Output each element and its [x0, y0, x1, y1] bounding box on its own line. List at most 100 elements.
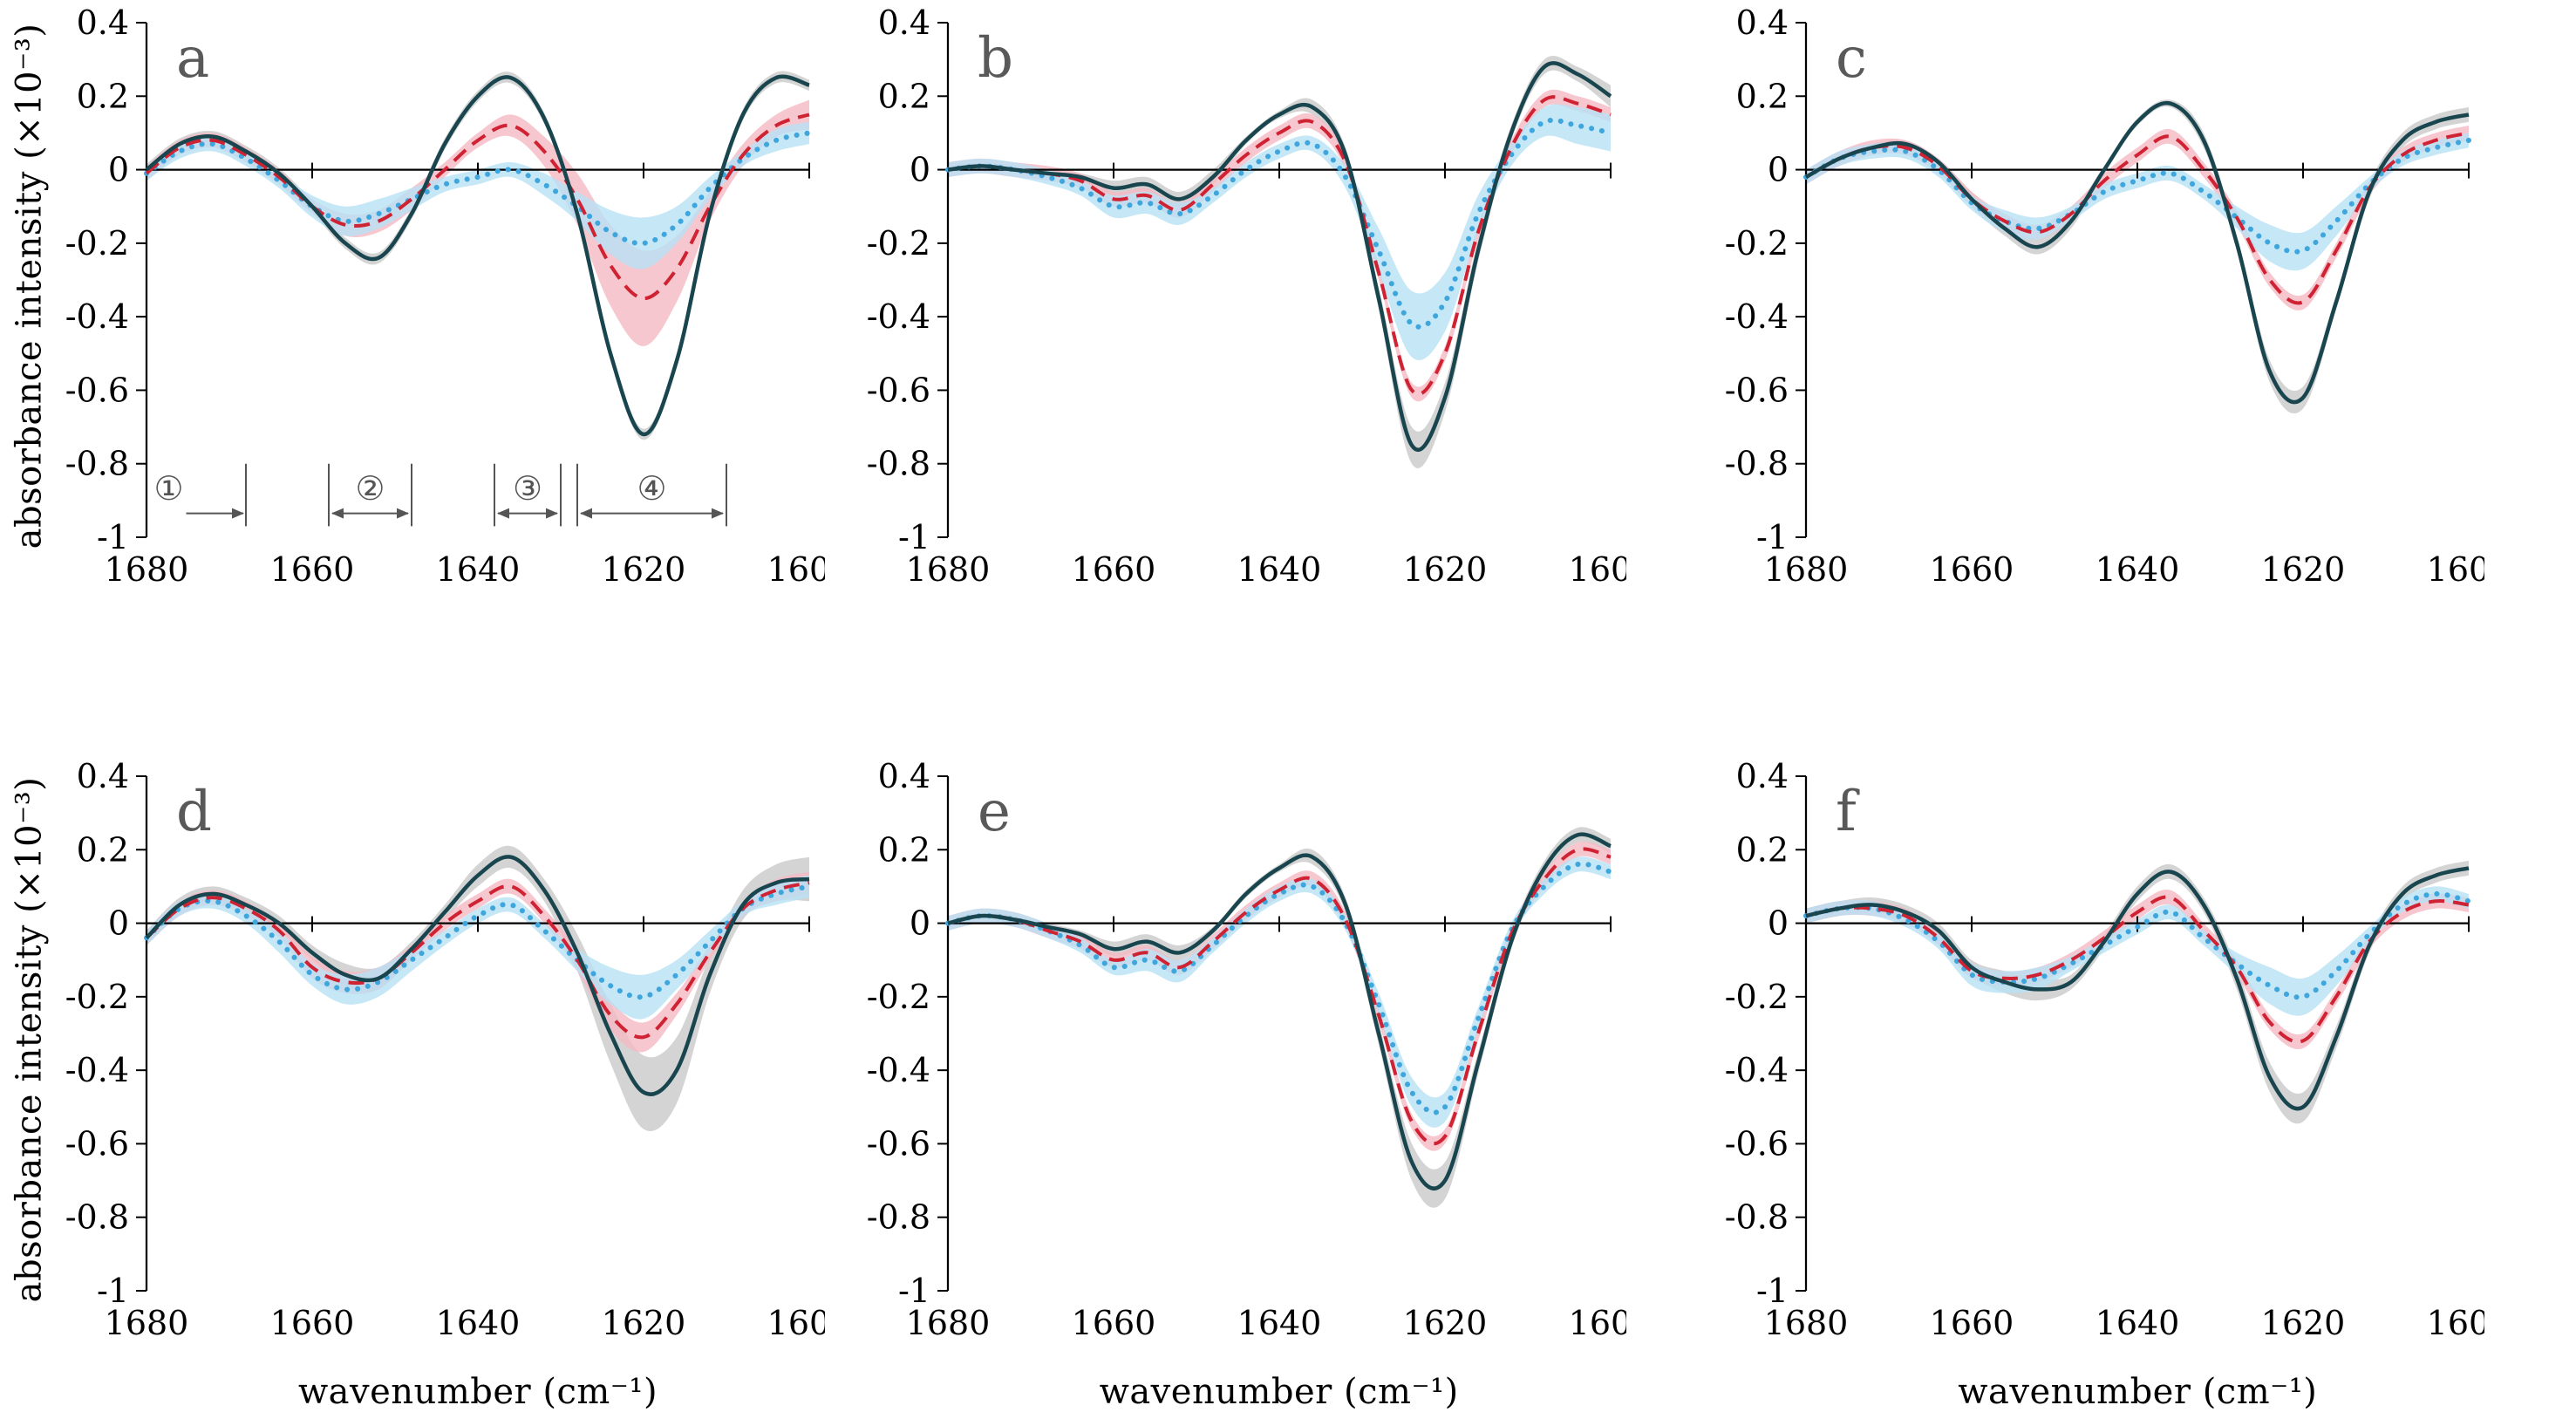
svg-text:1640: 1640 [436, 550, 521, 589]
svg-text:1660: 1660 [1071, 1304, 1155, 1342]
svg-text:-1: -1 [97, 518, 129, 556]
svg-text:0: 0 [108, 151, 129, 189]
svg-text:b: b [978, 26, 1013, 91]
svg-text:0: 0 [909, 904, 930, 943]
svg-text:0: 0 [108, 904, 129, 943]
svg-text:-0.8: -0.8 [1725, 1198, 1789, 1237]
svg-text:-1: -1 [898, 518, 930, 556]
svg-text:-0.4: -0.4 [65, 297, 129, 336]
y-axis-title-text: absorbance intensity (×10⁻³) [9, 776, 50, 1303]
svg-text:-1: -1 [1756, 1272, 1789, 1310]
svg-text:-0.6: -0.6 [866, 1124, 930, 1163]
x-axis-title: wavenumber (cm⁻¹) [297, 1372, 658, 1412]
svg-text:1620: 1620 [1402, 1304, 1487, 1342]
y-axis-title: absorbance intensity (×10⁻³) [0, 7, 58, 565]
svg-text:-1: -1 [898, 1272, 930, 1310]
svg-text:f: f [1836, 780, 1860, 844]
plot-area-c: 0.4 0.2 0 -0.2 -0.4 -0.6 -0.8 -1 1680 1660 1640 162… [1717, 7, 2484, 622]
svg-text:-0.6: -0.6 [65, 371, 129, 409]
svg-text:-0.4: -0.4 [866, 297, 930, 336]
svg-text:1600: 1600 [767, 550, 825, 589]
svg-text:e: e [978, 780, 1011, 844]
svg-text:-0.6: -0.6 [1725, 371, 1789, 409]
svg-text:0: 0 [1768, 151, 1789, 189]
x-axis-title: wavenumber (cm⁻¹) [1099, 1372, 1459, 1412]
svg-text:-0.4: -0.4 [1725, 297, 1789, 336]
svg-text:③: ③ [513, 469, 542, 508]
svg-text:0.2: 0.2 [77, 830, 129, 869]
plot-area-a: 0.4 0.2 0 -0.2 -0.4 -0.6 -0.8 -1 1680 1660 1640 162… [58, 7, 825, 622]
svg-text:-0.6: -0.6 [866, 371, 930, 409]
plot-area-d: 0.4 0.2 0 -0.2 -0.4 -0.6 -0.8 -1 1680 1660 1640 162… [58, 761, 825, 1412]
svg-text:0.4: 0.4 [77, 761, 129, 795]
svg-text:1600: 1600 [2427, 550, 2484, 589]
svg-text:-0.4: -0.4 [866, 1051, 930, 1089]
panel-e: 0.4 0.2 0 -0.2 -0.4 -0.6 -0.8 -1 1680 1660 1640 162… [859, 705, 1718, 1412]
svg-text:-0.4: -0.4 [65, 1051, 129, 1089]
svg-text:-0.6: -0.6 [1725, 1124, 1789, 1163]
svg-text:-0.2: -0.2 [1725, 224, 1789, 263]
panel-a: absorbance intensity (×10⁻³) 0.4 0.2 0 -0.2… [0, 0, 859, 705]
svg-text:-0.4: -0.4 [1725, 1051, 1789, 1089]
svg-text:0: 0 [1768, 904, 1789, 943]
svg-text:-0.2: -0.2 [866, 978, 930, 1016]
svg-text:1600: 1600 [767, 1304, 825, 1342]
svg-text:1600: 1600 [2427, 1304, 2484, 1342]
plot-area-f: 0.4 0.2 0 -0.2 -0.4 -0.6 -0.8 -1 1680 1660 1640 162… [1717, 761, 2484, 1412]
svg-text:0.2: 0.2 [877, 830, 930, 869]
svg-text:-0.2: -0.2 [1725, 978, 1789, 1016]
svg-text:0.2: 0.2 [77, 77, 129, 115]
svg-text:-0.8: -0.8 [65, 445, 129, 483]
svg-text:1660: 1660 [1930, 1304, 2014, 1342]
svg-text:a: a [176, 26, 209, 91]
svg-text:-0.2: -0.2 [65, 978, 129, 1016]
svg-text:-0.2: -0.2 [866, 224, 930, 263]
svg-text:1600: 1600 [1568, 1304, 1625, 1342]
svg-text:②: ② [355, 469, 385, 508]
panel-f: 0.4 0.2 0 -0.2 -0.4 -0.6 -0.8 -1 1680 1660 1640 162… [1717, 705, 2576, 1412]
svg-text:①: ① [153, 469, 183, 508]
svg-text:0.2: 0.2 [1736, 77, 1789, 115]
svg-text:1640: 1640 [2096, 1304, 2180, 1342]
svg-text:1620: 1620 [602, 550, 686, 589]
svg-text:1640: 1640 [2096, 550, 2180, 589]
svg-text:1660: 1660 [1071, 550, 1155, 589]
svg-text:1640: 1640 [436, 1304, 521, 1342]
svg-text:-0.8: -0.8 [866, 1198, 930, 1237]
svg-text:0.4: 0.4 [1736, 761, 1789, 795]
svg-text:-0.6: -0.6 [65, 1124, 129, 1163]
svg-text:1640: 1640 [1237, 1304, 1321, 1342]
y-axis-title: absorbance intensity (×10⁻³) [0, 761, 58, 1319]
svg-text:1600: 1600 [1568, 550, 1625, 589]
svg-text:0.2: 0.2 [1736, 830, 1789, 869]
svg-text:1680: 1680 [1764, 1304, 1849, 1342]
svg-text:-0.2: -0.2 [65, 224, 129, 263]
svg-text:-0.8: -0.8 [866, 445, 930, 483]
svg-text:0.4: 0.4 [877, 7, 930, 42]
y-axis-title-text: absorbance intensity (×10⁻³) [9, 23, 50, 549]
svg-text:0.4: 0.4 [1736, 7, 1789, 42]
svg-text:-0.8: -0.8 [1725, 445, 1789, 483]
plot-area-b: 0.4 0.2 0 -0.2 -0.4 -0.6 -0.8 -1 1680 1660 1640 162… [859, 7, 1625, 622]
svg-text:-0.8: -0.8 [65, 1198, 129, 1237]
svg-text:0.4: 0.4 [877, 761, 930, 795]
plot-area-e: 0.4 0.2 0 -0.2 -0.4 -0.6 -0.8 -1 1680 1660 1640 162… [859, 761, 1625, 1412]
svg-text:1680: 1680 [105, 1304, 189, 1342]
svg-text:0.4: 0.4 [77, 7, 129, 42]
svg-text:1620: 1620 [1402, 550, 1487, 589]
svg-text:1680: 1680 [1764, 550, 1849, 589]
svg-text:1620: 1620 [2261, 550, 2346, 589]
svg-text:-1: -1 [1756, 518, 1789, 556]
svg-text:1680: 1680 [905, 550, 990, 589]
svg-text:1680: 1680 [905, 1304, 990, 1342]
x-axis-title: wavenumber (cm⁻¹) [1958, 1372, 2318, 1412]
svg-text:1660: 1660 [270, 550, 355, 589]
svg-text:d: d [176, 780, 212, 844]
svg-text:0: 0 [909, 151, 930, 189]
